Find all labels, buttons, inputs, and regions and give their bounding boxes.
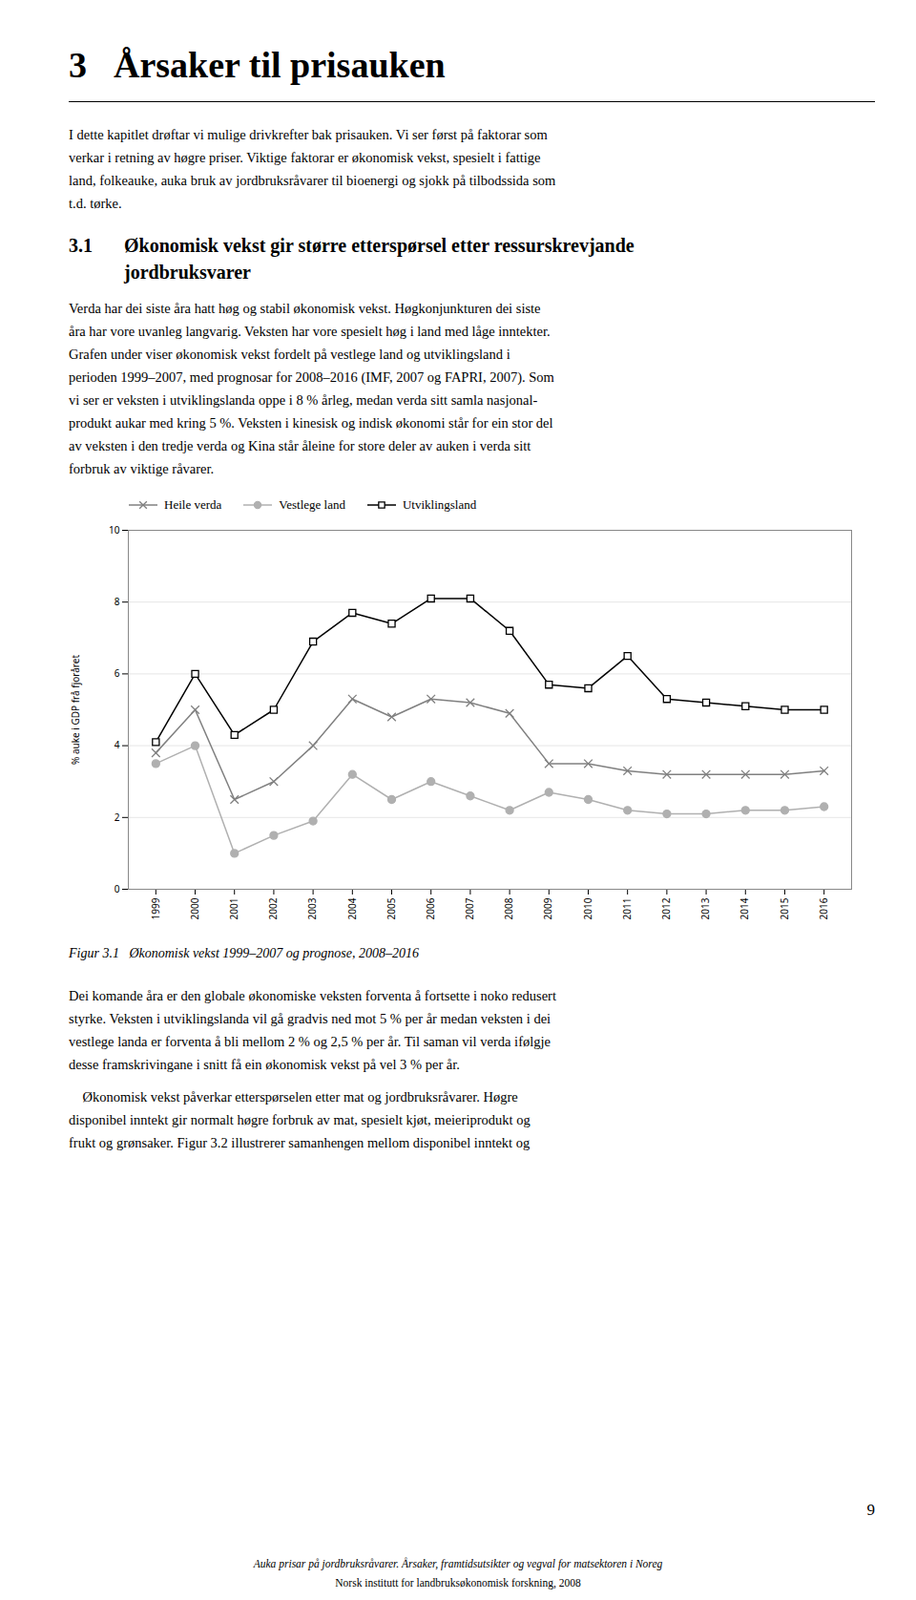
html-text:Økonomisk vekst påverkar etter: Økonomisk vekst påverkar etterspørselen … bbox=[68, 1088, 518, 1104]
html-text:desse framskrivingane i snitt: desse framskrivingane i snitt få ein øko… bbox=[68, 1056, 460, 1072]
svg-text:2014: 2014 bbox=[737, 896, 751, 919]
html-text:verkar i retning av høgre pris: verkar i retning av høgre priser. Viktig… bbox=[68, 149, 541, 166]
svg-text:2004: 2004 bbox=[345, 896, 359, 919]
html-text:perioden 1999–2007, med progno: perioden 1999–2007, med prognosar for 20… bbox=[68, 369, 555, 385]
svg-text:2: 2 bbox=[114, 810, 121, 824]
svg-text:2009: 2009 bbox=[541, 896, 555, 919]
svg-text:2002: 2002 bbox=[266, 896, 280, 919]
svg-text:2008: 2008 bbox=[501, 896, 516, 919]
html-text:land, folkeauke, auka bruk av: land, folkeauke, auka bruk av jordbruksr… bbox=[68, 172, 556, 188]
html-text:Økonomisk vekst gir større ett: Økonomisk vekst gir større etterspørsel … bbox=[124, 234, 635, 256]
svg-text:6: 6 bbox=[114, 666, 121, 680]
html-text:Verda har dei siste åra hatt h: Verda har dei siste åra hatt høg og stab… bbox=[68, 300, 541, 316]
svg-text:0: 0 bbox=[114, 881, 121, 896]
html-text:3: 3 bbox=[68, 44, 87, 85]
svg-text:10: 10 bbox=[108, 522, 121, 537]
html-text:vi ser er veksten i utviklings: vi ser er veksten i utviklingslanda oppe… bbox=[68, 392, 538, 408]
html-text:Auka prisar på jordbruksråvare: Auka prisar på jordbruksråvarer. Årsaker… bbox=[253, 1557, 663, 1569]
html-text:Norsk institutt for landbruksø: Norsk institutt for landbruksøkonomisk f… bbox=[335, 1576, 581, 1588]
html-text:Vestlege land: Vestlege land bbox=[278, 497, 346, 512]
html-text:t.d. tørke.: t.d. tørke. bbox=[68, 195, 122, 211]
svg-text:2006: 2006 bbox=[423, 896, 438, 919]
html-text:jordbruksvarer: jordbruksvarer bbox=[124, 261, 251, 283]
html-text:vestlege landa er forventa å b: vestlege landa er forventa å bli mellom … bbox=[68, 1033, 551, 1049]
svg-text:1999: 1999 bbox=[148, 896, 163, 919]
html-text:Figur 3.1 Økonomisk vekst 1999: Figur 3.1 Økonomisk vekst 1999–2007 og p… bbox=[68, 945, 419, 960]
svg-text:2000: 2000 bbox=[187, 896, 202, 919]
svg-text:2007: 2007 bbox=[462, 896, 477, 919]
html-text:disponibel inntekt gir normalt: disponibel inntekt gir normalt høgre for… bbox=[68, 1111, 531, 1127]
html-text:styrke. Veksten i utviklingsla: styrke. Veksten i utviklingslanda vil gå… bbox=[68, 1010, 551, 1026]
svg-text:2016: 2016 bbox=[816, 896, 831, 919]
svg-text:2015: 2015 bbox=[777, 896, 792, 919]
svg-text:2001: 2001 bbox=[227, 897, 241, 920]
html-text:Heile verda: Heile verda bbox=[164, 497, 222, 512]
html-text:frukt og grønsaker. Figur 3.2: frukt og grønsaker. Figur 3.2 illustrere… bbox=[68, 1134, 530, 1150]
svg-text:2011: 2011 bbox=[620, 897, 634, 920]
svg-text:8: 8 bbox=[114, 594, 121, 608]
html-text:av veksten i den tredje verda: av veksten i den tredje verda og Kina st… bbox=[68, 437, 531, 454]
html-text:Utviklingsland: Utviklingsland bbox=[402, 497, 477, 512]
html-text:Grafen under viser økonomisk v: Grafen under viser økonomisk vekst forde… bbox=[68, 346, 511, 362]
html-text:forbruk av viktige råvarer.: forbruk av viktige råvarer. bbox=[68, 460, 214, 477]
svg-text:% auke i GDP frå fjoråret: % auke i GDP frå fjoråret bbox=[68, 654, 83, 765]
svg-text:2005: 2005 bbox=[384, 896, 398, 919]
svg-text:2003: 2003 bbox=[305, 896, 319, 919]
svg-text:2010: 2010 bbox=[581, 896, 595, 919]
html-text:åra har vore uvanleg langvarig: åra har vore uvanleg langvarig. Veksten … bbox=[68, 323, 551, 339]
html-text:produkt aukar med kring 5 %. V: produkt aukar med kring 5 %. Veksten i k… bbox=[68, 415, 554, 431]
svg-text:2013: 2013 bbox=[698, 896, 712, 919]
svg-text:4: 4 bbox=[114, 737, 121, 751]
svg-text:2012: 2012 bbox=[659, 896, 673, 919]
html-text:Årsaker til prisauken: Årsaker til prisauken bbox=[113, 44, 446, 85]
html-text:3.1: 3.1 bbox=[68, 234, 93, 256]
html-text:9: 9 bbox=[866, 1499, 875, 1519]
html-text:I dette kapitlet drøftar vi mu: I dette kapitlet drøftar vi mulige drivk… bbox=[68, 126, 548, 143]
html-text:Dei komande åra er den globale: Dei komande åra er den globale økonomisk… bbox=[68, 987, 557, 1003]
